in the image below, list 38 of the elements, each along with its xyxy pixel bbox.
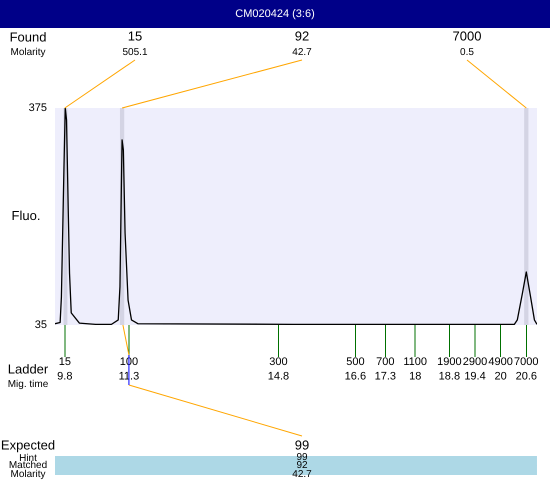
text: Molarity: [10, 46, 46, 58]
y-axis-title: Fluo.: [12, 208, 40, 224]
x-tick-label: 18: [409, 370, 422, 383]
text: 0.5: [460, 46, 474, 58]
x-tick-label: 14.8: [268, 370, 290, 383]
y-tick-label: 375: [28, 102, 47, 114]
text: 500: [346, 356, 365, 368]
text: 99: [294, 438, 310, 453]
annotation: 7000: [452, 28, 482, 44]
text: 42.7: [292, 46, 312, 58]
chart-title: CM020424 (3:6): [235, 8, 315, 20]
x-tick-label: 17.3: [374, 370, 396, 383]
text: 7000: [514, 356, 539, 368]
text: Mig. time: [8, 378, 49, 390]
text: Molarity: [10, 468, 46, 480]
x-tick-label: 18.8: [438, 370, 460, 383]
text: Found: [10, 30, 46, 45]
text: 300: [269, 356, 288, 368]
text: 2900: [462, 356, 488, 368]
text: Ladder: [8, 362, 49, 377]
text: Matched: [8, 460, 48, 471]
x-tick-label: 9.8: [57, 370, 72, 383]
text: 505.1: [122, 46, 148, 58]
x-tick-label: 20: [494, 370, 507, 383]
annotation: 15: [128, 28, 142, 44]
text: 4900: [488, 356, 513, 368]
text: Expected: [0, 438, 56, 453]
text: 1100: [403, 356, 428, 368]
text: 700: [376, 356, 394, 368]
text: 92: [296, 460, 308, 471]
annotation: 92: [294, 28, 310, 44]
x-tick-label: 20.6: [516, 370, 538, 383]
x-tick-label: 19.4: [464, 370, 486, 383]
x-tick-label: 16.6: [344, 370, 366, 383]
text: 42.7: [292, 468, 312, 480]
text: 1900: [437, 356, 462, 368]
text: 15: [58, 356, 71, 368]
y-tick-label: 35: [34, 319, 47, 332]
